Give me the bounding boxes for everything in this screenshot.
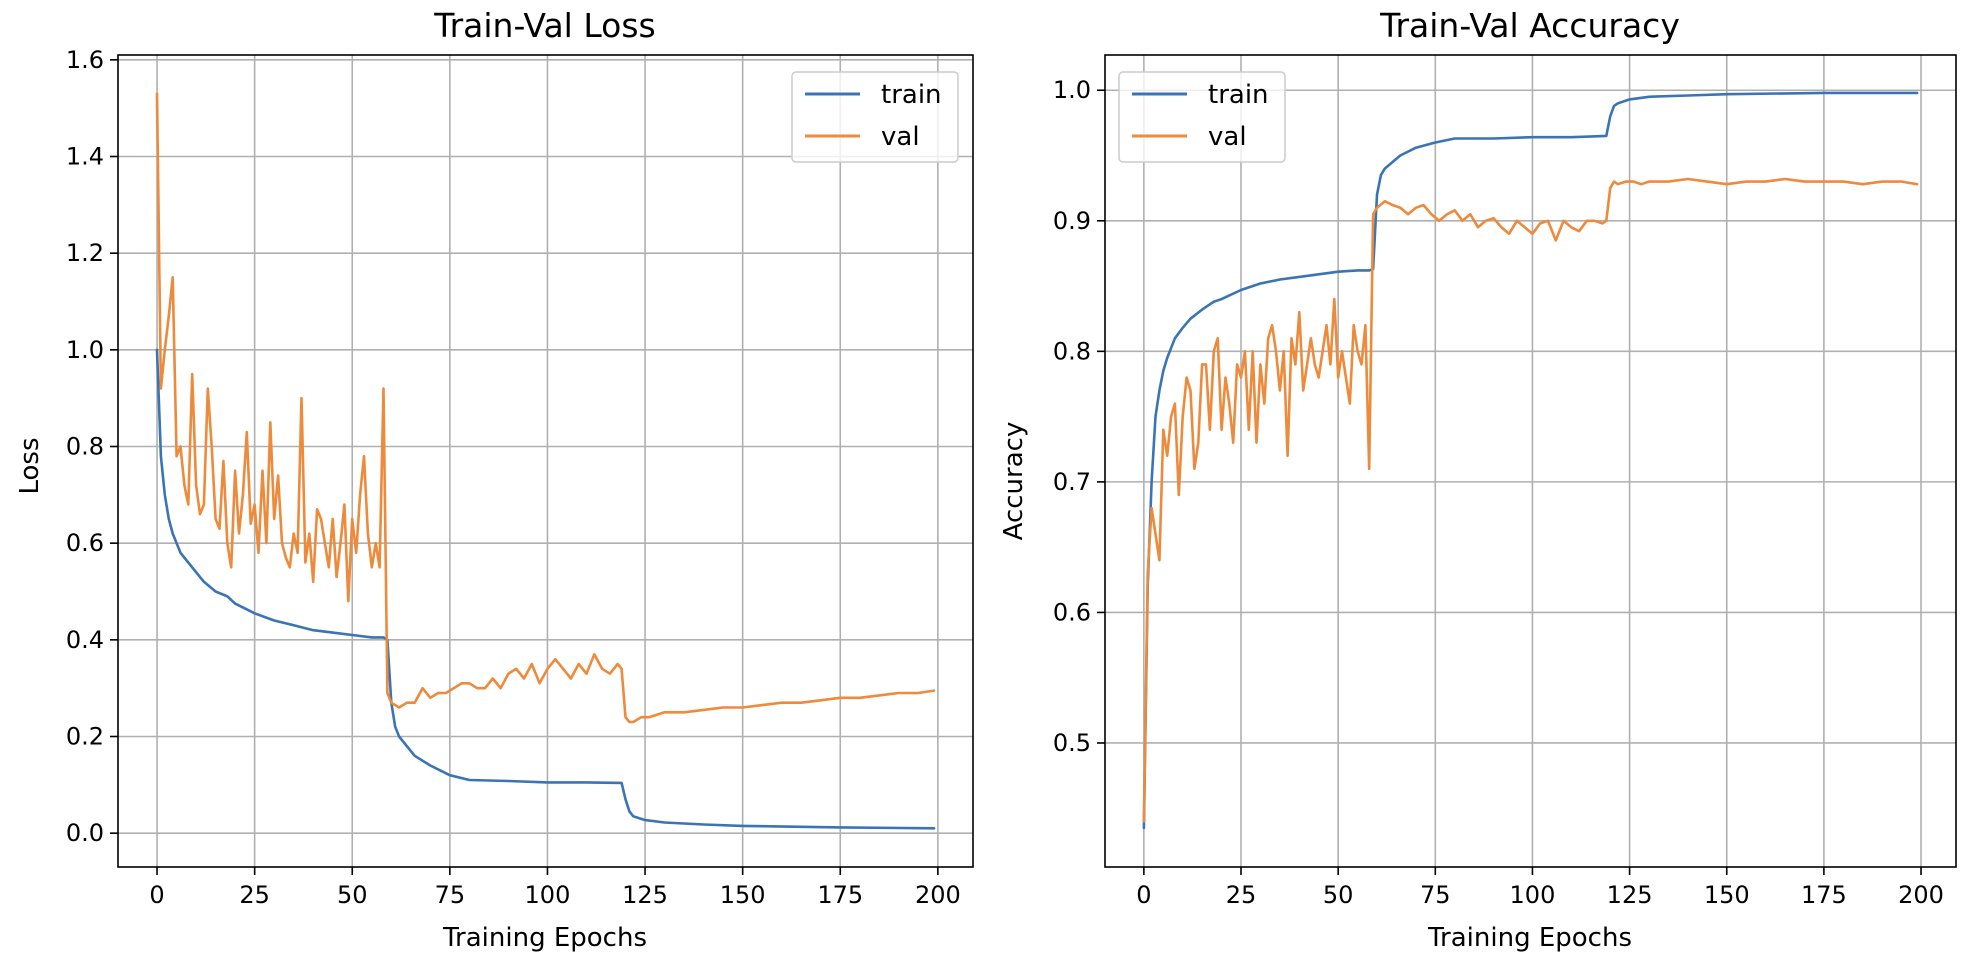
accuracy-y-tick-label: 0.7 <box>1053 468 1091 496</box>
accuracy-y-tick-label: 0.8 <box>1053 337 1091 365</box>
accuracy-series <box>1142 91 1919 830</box>
loss-grid <box>118 55 973 867</box>
loss-y-tick-label: 1.4 <box>66 143 104 171</box>
loss-x-tick-label: 175 <box>817 881 863 909</box>
accuracy-x-axis-label: Training Epochs <box>1427 923 1632 953</box>
accuracy-grid <box>1105 55 1956 867</box>
accuracy-y-tick-label: 0.6 <box>1053 598 1091 626</box>
accuracy-x-tick-label: 0 <box>1136 881 1151 909</box>
accuracy-chart-title: Train-Val Accuracy <box>1379 6 1680 45</box>
accuracy-series-val-line <box>1142 177 1919 823</box>
loss-legend: train val <box>791 71 959 163</box>
accuracy-x-tick-label: 175 <box>1801 881 1847 909</box>
loss-x-axis-label: Training Epochs <box>442 923 647 953</box>
accuracy-plot-frame <box>1104 54 1957 868</box>
accuracy-x-tick-label: 200 <box>1898 881 1944 909</box>
accuracy-x-tick-label: 50 <box>1323 881 1354 909</box>
accuracy-x-tick-label: 25 <box>1226 881 1257 909</box>
accuracy-chart: Train-Val Accuracy 0 25 50 75 100 125 150 175 20… <box>999 6 1957 953</box>
loss-y-axis-label: Loss <box>15 437 45 494</box>
accuracy-y-ticks: 0.5 0.6 0.7 0.8 0.9 1.0 <box>1053 76 1105 757</box>
loss-x-tick-label: 150 <box>720 881 766 909</box>
loss-y-tick-label: 0.0 <box>66 819 104 847</box>
accuracy-series-train-line <box>1142 91 1919 830</box>
loss-y-tick-label: 0.4 <box>66 626 104 654</box>
loss-legend-val-label: val <box>881 122 920 152</box>
loss-chart: Train-Val Loss 0 25 50 75 100 125 150 175 200 0.… <box>15 6 974 953</box>
loss-chart-title: Train-Val Loss <box>433 6 655 45</box>
loss-series-val-line <box>155 92 936 724</box>
accuracy-legend-val-label: val <box>1208 122 1247 152</box>
loss-x-tick-label: 75 <box>435 881 466 909</box>
loss-x-tick-label: 200 <box>915 881 961 909</box>
loss-plot-frame <box>117 54 974 868</box>
loss-y-ticks: 0.0 0.2 0.4 0.6 0.8 1.0 1.2 1.4 1.6 <box>66 46 118 847</box>
loss-x-ticks: 0 25 50 75 100 125 150 175 200 <box>149 867 961 909</box>
loss-x-tick-label: 100 <box>525 881 571 909</box>
accuracy-y-tick-label: 0.9 <box>1053 207 1091 235</box>
loss-y-tick-label: 1.2 <box>66 239 104 267</box>
loss-x-tick-label: 25 <box>239 881 270 909</box>
accuracy-x-tick-label: 75 <box>1420 881 1451 909</box>
loss-y-tick-label: 1.6 <box>66 46 104 74</box>
loss-series <box>155 92 936 830</box>
loss-legend-train-label: train <box>881 80 942 110</box>
accuracy-x-tick-label: 150 <box>1704 881 1750 909</box>
loss-x-tick-label: 0 <box>149 881 164 909</box>
accuracy-y-tick-label: 0.5 <box>1053 729 1091 757</box>
loss-x-tick-label: 125 <box>622 881 668 909</box>
accuracy-y-axis-label: Accuracy <box>999 422 1029 541</box>
accuracy-legend: train val <box>1118 71 1286 163</box>
accuracy-x-tick-label: 100 <box>1510 881 1556 909</box>
loss-y-tick-label: 0.6 <box>66 529 104 557</box>
loss-x-tick-label: 50 <box>337 881 368 909</box>
accuracy-x-ticks: 0 25 50 75 100 125 150 175 200 <box>1136 867 1944 909</box>
accuracy-y-tick-label: 1.0 <box>1053 76 1091 104</box>
accuracy-x-tick-label: 125 <box>1607 881 1653 909</box>
loss-series-train-line <box>155 348 936 830</box>
loss-y-tick-label: 0.2 <box>66 723 104 751</box>
loss-y-tick-label: 1.0 <box>66 336 104 364</box>
accuracy-legend-train-label: train <box>1208 80 1269 110</box>
loss-y-tick-label: 0.8 <box>66 433 104 461</box>
